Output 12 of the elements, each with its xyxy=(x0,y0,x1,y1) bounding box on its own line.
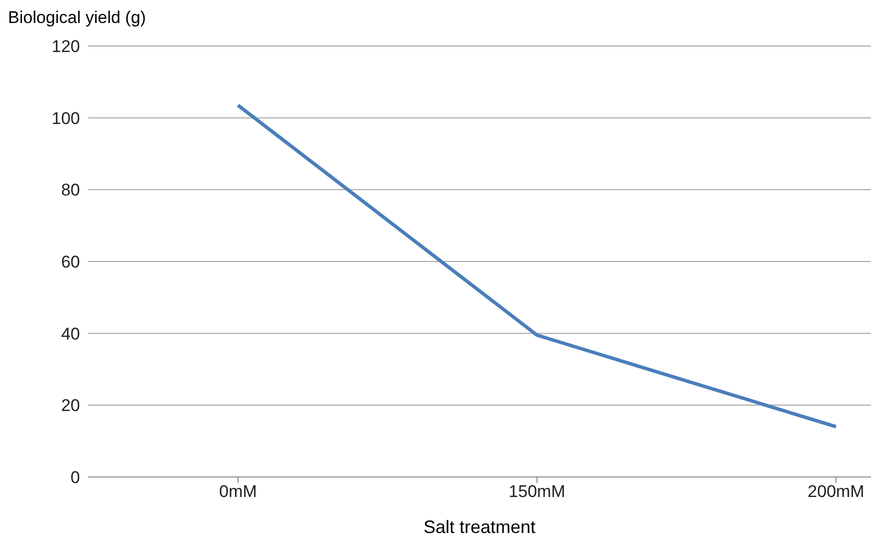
y-tick-label: 80 xyxy=(61,180,80,200)
y-tick-label: 0 xyxy=(70,468,80,488)
x-tick-label: 200mM xyxy=(808,482,864,502)
y-tick-label: 40 xyxy=(61,324,80,344)
y-tick-label: 20 xyxy=(61,396,80,416)
y-tick-label: 120 xyxy=(52,37,80,56)
x-tick-label: 150mM xyxy=(508,482,566,502)
x-tick-label: 0mM xyxy=(219,482,257,502)
y-axis-title: Biological yield (g) xyxy=(8,8,146,28)
x-axis-title: Salt treatment xyxy=(423,517,536,537)
y-tick-label: 60 xyxy=(61,252,80,272)
y-tick-label: 100 xyxy=(52,108,80,128)
